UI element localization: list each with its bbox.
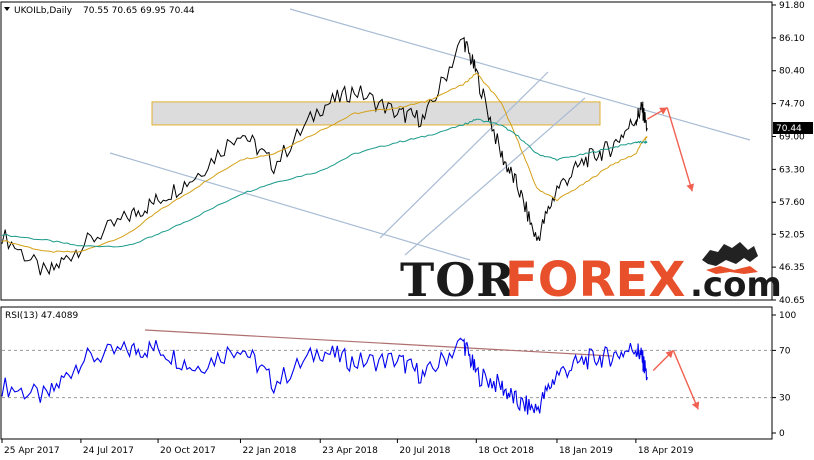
logo-text-forex: FOREX bbox=[505, 252, 685, 308]
trend-channel-line bbox=[289, 8, 751, 141]
price-axis-label: 74.70 bbox=[779, 100, 805, 110]
dropdown-icon[interactable] bbox=[4, 7, 10, 11]
price-panel: UKOILb,Daily 70.55 70.65 69.95 70.44 bbox=[0, 1, 773, 301]
time-axis-label: 20 Jul 2018 bbox=[399, 446, 450, 456]
time-axis-label: 18 Oct 2018 bbox=[478, 446, 534, 456]
rsi-line bbox=[1, 337, 648, 415]
price-axis-label: 40.65 bbox=[779, 296, 805, 306]
current-price-marker: 70.44 bbox=[773, 122, 813, 134]
price-axis: 91.80 86.10 80.40 74.70 69.00 63.30 57.60 52.05… bbox=[772, 1, 805, 306]
rsi-trend-line bbox=[144, 329, 613, 357]
resistance-zone bbox=[151, 101, 601, 126]
rsi-label: RSI(13) 47.4089 bbox=[5, 311, 78, 321]
time-axis-label: 22 Jan 2018 bbox=[242, 446, 296, 456]
time-axis-label: 25 Apr 2017 bbox=[4, 446, 60, 456]
current-price-box bbox=[773, 122, 813, 134]
rsi-panel: RSI(13) 47.4089 bbox=[0, 306, 773, 440]
forecast-arrow-up-head bbox=[659, 107, 668, 115]
price-axis-label: 63.30 bbox=[779, 165, 805, 175]
logo-text-tor: TOR bbox=[400, 253, 516, 307]
rsi-series-layer bbox=[1, 329, 771, 415]
rsi-axis-label: 0 bbox=[779, 429, 785, 439]
price-axis-label: 46.35 bbox=[779, 263, 805, 273]
forecast-arrow-layer bbox=[646, 107, 695, 192]
ma-slow-line bbox=[1, 118, 648, 248]
bull-bear-logo-icon bbox=[702, 242, 758, 274]
price-axis-label: 52.05 bbox=[779, 230, 805, 240]
price-axis-label: 80.40 bbox=[779, 67, 805, 77]
price-axis-label: 86.10 bbox=[779, 34, 805, 44]
trend-channel-line bbox=[379, 71, 549, 239]
rsi-forecast-arrow-up-head bbox=[665, 350, 674, 359]
ohlc-values: 70.55 70.65 69.95 70.44 bbox=[83, 6, 195, 16]
symbol-title: UKOILb,Daily bbox=[14, 6, 73, 16]
rsi-panel-frame bbox=[0, 306, 773, 440]
rsi-axis: 100 70 30 0 bbox=[772, 311, 796, 439]
price-line bbox=[1, 36, 648, 276]
time-axis-label: 20 Oct 2017 bbox=[160, 446, 216, 456]
forecast-arrow-down bbox=[666, 107, 693, 192]
time-axis-label: 18 Jan 2019 bbox=[559, 446, 613, 456]
time-axis-label: 18 Apr 2019 bbox=[638, 446, 694, 456]
time-axis: 25 Apr 2017 24 Jul 2017 20 Oct 2017 22 Jan … bbox=[1, 439, 694, 456]
ma-fast-line bbox=[1, 72, 648, 253]
price-panel-frame bbox=[0, 1, 773, 301]
trend-channel-line bbox=[404, 97, 586, 256]
price-axis-label: 69.00 bbox=[779, 132, 805, 142]
time-axis-label: 23 Apr 2018 bbox=[322, 446, 378, 456]
torforex-logo: TOR FOREX .com bbox=[400, 242, 782, 308]
current-price-label: 70.44 bbox=[776, 124, 802, 134]
resistance-zone-layer bbox=[151, 101, 601, 126]
forecast-arrow-down-head bbox=[686, 183, 695, 192]
trend-channel-line bbox=[109, 152, 471, 261]
trend-channel-layer bbox=[109, 8, 751, 261]
price-series-layer bbox=[1, 36, 648, 276]
time-axis-label: 24 Jul 2017 bbox=[83, 446, 134, 456]
rsi-axis-label: 70 bbox=[779, 346, 791, 356]
rsi-axis-label: 100 bbox=[779, 311, 796, 321]
rsi-axis-label: 30 bbox=[779, 394, 791, 404]
price-axis-label: 91.80 bbox=[779, 1, 805, 11]
rsi-forecast-arrow-down-head bbox=[691, 401, 700, 410]
rsi-forecast-arrow-down bbox=[672, 350, 699, 410]
price-axis-label: 57.60 bbox=[779, 198, 805, 208]
